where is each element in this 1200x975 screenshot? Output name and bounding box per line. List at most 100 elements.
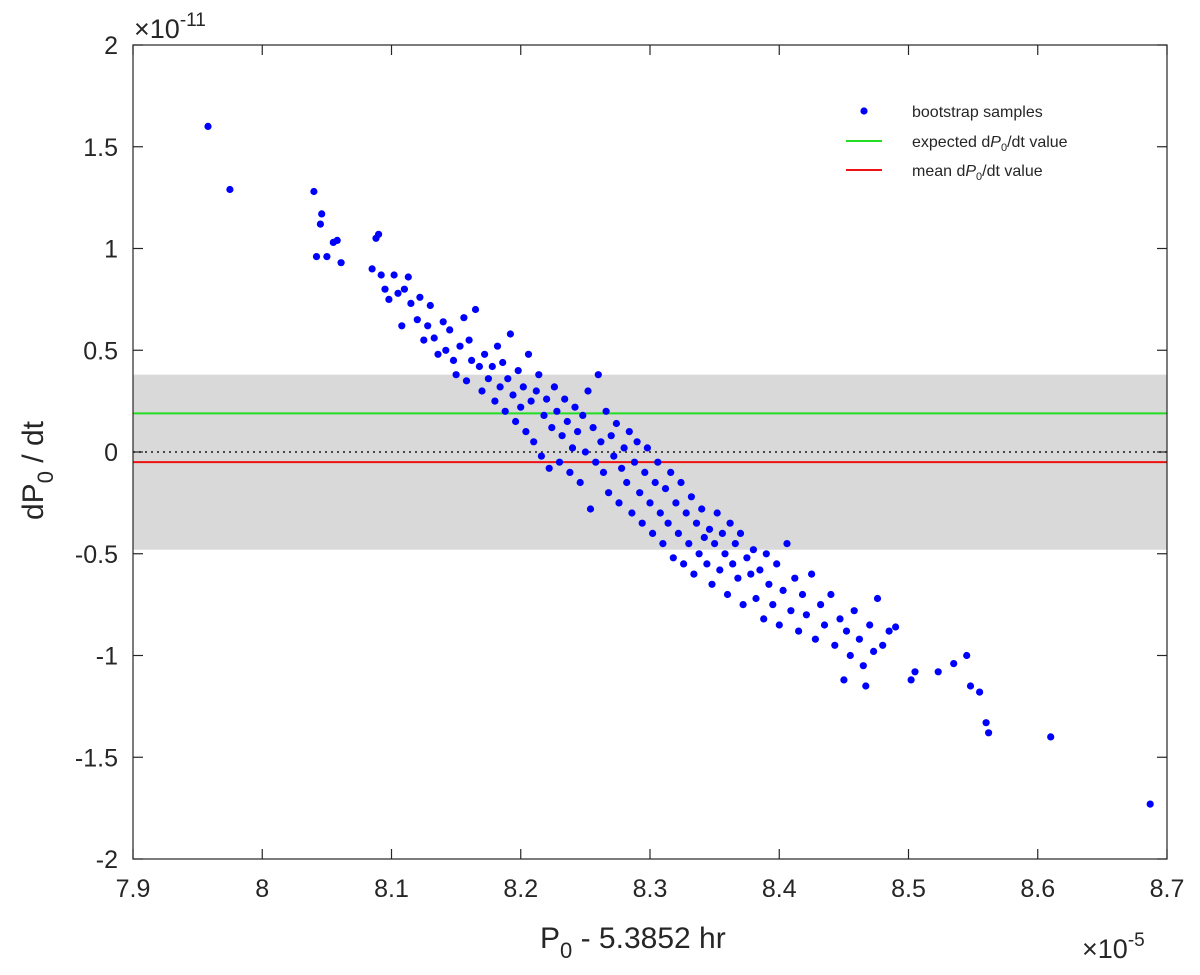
x-label-main: P [540, 922, 560, 955]
data-point [798, 590, 807, 599]
data-point [630, 458, 639, 466]
data-point [416, 293, 424, 301]
data-point [504, 375, 512, 383]
data-point [612, 419, 621, 428]
legend-expected-p: P [990, 134, 1001, 151]
legend-mean-p: P [965, 163, 976, 180]
data-point [439, 318, 447, 326]
data-point [646, 499, 654, 507]
legend-expected-pre: expected d [912, 134, 990, 151]
data-point [446, 326, 454, 334]
data-point [310, 187, 318, 196]
x-label-subscript: 0 [560, 938, 572, 963]
data-point [484, 375, 492, 383]
data-point [540, 411, 548, 419]
data-point [654, 458, 662, 466]
data-point [734, 574, 742, 582]
data-point [907, 676, 915, 684]
data-point [698, 505, 706, 513]
data-point [607, 432, 615, 440]
data-point [574, 428, 582, 436]
data-point [625, 428, 633, 436]
data-point [827, 590, 835, 599]
y-tick-label: -0.5 [75, 541, 118, 569]
data-point [636, 489, 644, 497]
data-point [488, 362, 496, 371]
data-point [787, 607, 795, 615]
data-point [501, 407, 509, 415]
data-point [532, 387, 540, 395]
y-axis-multiplier: ×10-11 [134, 10, 206, 44]
data-point [756, 566, 764, 574]
data-point [705, 525, 714, 533]
data-point [610, 452, 618, 460]
data-point [870, 647, 878, 656]
data-point [664, 519, 672, 527]
data-point [721, 550, 729, 558]
x-tick-label: 8.5 [891, 875, 926, 903]
data-point [641, 468, 649, 476]
data-point [723, 590, 732, 599]
y-axis-label: dP0 / dt [17, 420, 58, 520]
data-point [377, 271, 385, 279]
y-tick-label: 2 [104, 32, 118, 60]
data-point [779, 586, 787, 595]
data-point [687, 493, 696, 501]
data-point [651, 478, 659, 487]
data-point [576, 478, 584, 487]
data-point [509, 391, 517, 399]
data-point [594, 371, 602, 379]
data-point [840, 676, 848, 684]
data-point [456, 342, 464, 350]
x-tick-label: 7.9 [116, 875, 151, 903]
data-point [599, 468, 608, 476]
y-tick-label: 1.5 [83, 134, 118, 162]
data-point [656, 509, 664, 517]
data-point [545, 464, 553, 472]
data-point [602, 407, 610, 415]
data-point [527, 397, 535, 405]
data-point [420, 336, 428, 344]
data-point [465, 336, 473, 344]
y-tick-label: -2 [96, 846, 118, 874]
data-point [333, 236, 341, 244]
data-point [736, 529, 745, 538]
data-point [950, 660, 958, 668]
legend-expected-post: /dt value [1007, 134, 1068, 151]
data-point [312, 253, 321, 261]
data-point [963, 651, 971, 660]
data-point [985, 729, 993, 737]
data-point [760, 615, 768, 623]
data-point [434, 350, 442, 358]
x-axis-multiplier: ×10-5 [1082, 930, 1145, 964]
data-point [966, 682, 975, 690]
data-point [413, 316, 421, 324]
y-tick-label: -1.5 [75, 744, 118, 772]
data-point [568, 444, 577, 452]
data-point [791, 574, 799, 582]
data-point [911, 668, 919, 676]
data-point [769, 601, 777, 609]
legend: bootstrap samples expected dP0/dt value … [846, 104, 1068, 183]
x-tick-label: 8.2 [503, 875, 538, 903]
data-point [561, 395, 569, 403]
data-point [765, 580, 773, 588]
data-point [802, 611, 811, 619]
legend-expected-sub: 0 [1001, 142, 1007, 154]
data-point [713, 509, 721, 517]
data-point [718, 529, 727, 538]
data-point [836, 615, 844, 623]
y-tick-label: 1 [104, 236, 118, 264]
data-point [795, 627, 803, 635]
data-point [394, 289, 402, 297]
data-point [855, 635, 864, 643]
data-point [381, 285, 389, 293]
data-point [674, 529, 683, 538]
data-point [537, 452, 546, 460]
data-point [762, 550, 770, 558]
x-tick-label: 8.7 [1150, 875, 1185, 903]
data-point [643, 444, 652, 452]
data-point [442, 346, 450, 354]
legend-label-bootstrap: bootstrap samples [912, 104, 1043, 121]
